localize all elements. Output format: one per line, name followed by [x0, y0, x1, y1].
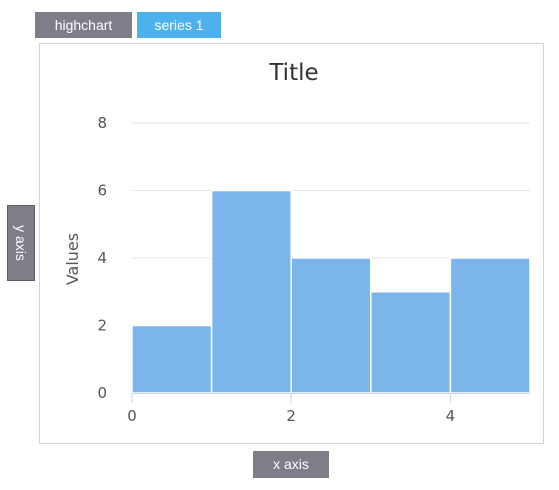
y-tick-label-0: 0 — [97, 384, 107, 402]
y-axis-button[interactable]: y axis — [7, 205, 35, 281]
y-tick-label-2: 2 — [97, 317, 107, 335]
y-tick-label-6: 6 — [97, 182, 107, 200]
tab-series-1[interactable]: series 1 — [137, 12, 221, 38]
axis-layer: 0 2 4 6 8 0 2 4 — [97, 114, 530, 425]
y-tick-label-4: 4 — [97, 249, 107, 267]
chart-title: Title — [268, 60, 318, 86]
x-tick-label-0: 0 — [127, 407, 137, 425]
histogram-bar-4[interactable] — [449, 257, 531, 394]
tab-highchart[interactable]: highchart — [35, 12, 132, 38]
histogram-bar-1[interactable] — [210, 189, 292, 394]
x-tick-label-4: 4 — [446, 407, 456, 425]
histogram-bar-2[interactable] — [290, 257, 372, 394]
bars-layer — [131, 189, 531, 394]
histogram-bar-3[interactable] — [370, 291, 452, 394]
x-axis-button[interactable]: x axis — [253, 451, 329, 478]
x-tick-label-2: 2 — [286, 407, 296, 425]
histogram-bar-0[interactable] — [131, 324, 213, 394]
y-tick-label-8: 8 — [97, 114, 107, 132]
y-axis-title: Values — [63, 233, 82, 285]
